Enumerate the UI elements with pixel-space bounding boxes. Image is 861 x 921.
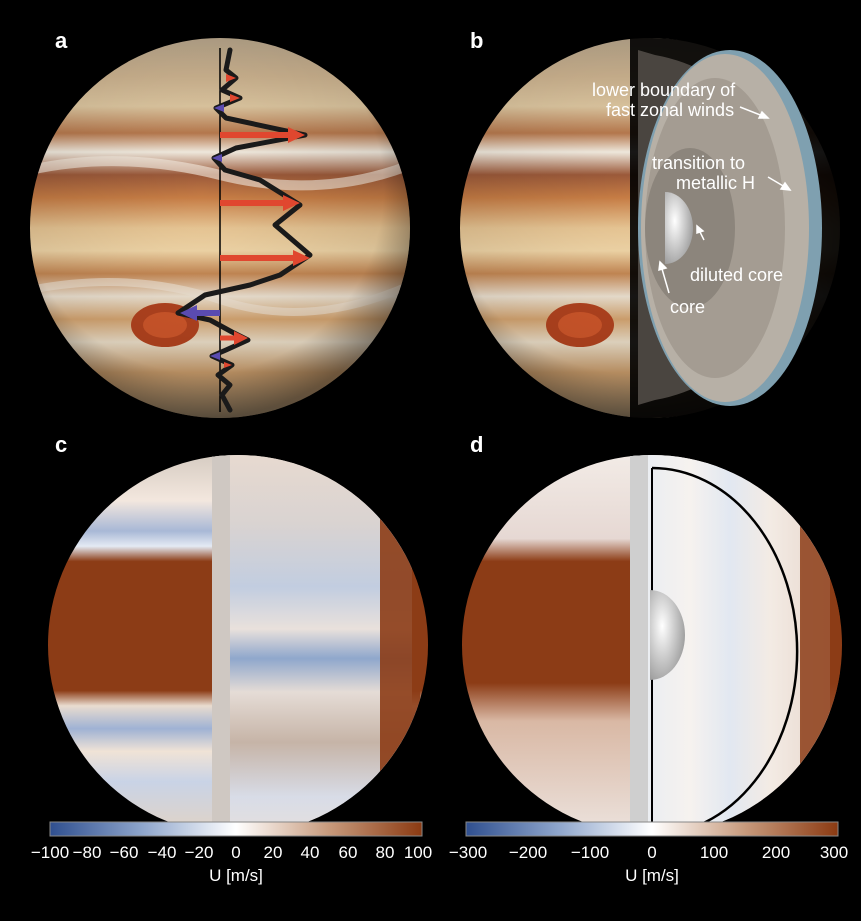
- panel-b-arrows: [658, 106, 792, 294]
- lower-boundary-line-1: lower boundary of: [592, 80, 736, 100]
- cb-left-tick: −20: [184, 843, 214, 862]
- cb-left-tick: −40: [147, 843, 177, 862]
- cb-left-tick: 40: [300, 843, 320, 862]
- panel-label-b: b: [470, 28, 484, 53]
- cb-right-tick: 300: [819, 843, 849, 862]
- cb-right-tick: 100: [699, 843, 729, 862]
- panel-c-cutaway: [212, 455, 412, 835]
- panel-label-d: d: [470, 432, 484, 457]
- cb-left-title: U [m/s]: [209, 866, 263, 885]
- cb-left-tick: 100: [403, 843, 433, 862]
- cb-left-tick: −80: [72, 843, 102, 862]
- transition-label: transition to metallic H: [652, 153, 755, 193]
- cb-right-tick: −100: [570, 843, 610, 862]
- lower-boundary-label: lower boundary of fast zonal winds: [592, 80, 735, 120]
- core-label: core: [670, 297, 706, 317]
- panel-label-a: a: [55, 28, 68, 53]
- panel-a-globe: [30, 38, 410, 418]
- colorbar-left-gradient: [49, 821, 423, 837]
- transition-line-1: transition to: [652, 153, 746, 173]
- westward-wind-arrows: [180, 104, 224, 360]
- cb-left-tick: 0: [231, 843, 241, 862]
- cb-left-tick: −100: [30, 843, 70, 862]
- panel-b-globe: [460, 38, 842, 418]
- eastward-wind-arrows: [220, 74, 310, 368]
- panel-label-c: c: [55, 432, 68, 457]
- cb-left-tick: 60: [338, 843, 358, 862]
- inner-core: [650, 590, 685, 680]
- cb-right-tick: 200: [761, 843, 791, 862]
- cb-left-tick: 20: [263, 843, 283, 862]
- solid-core: [665, 192, 693, 264]
- cb-left-tick: −60: [109, 843, 139, 862]
- transition-line-2: metallic H: [676, 173, 756, 193]
- cb-right-tick: 0: [647, 843, 657, 862]
- cb-right-tick: −200: [508, 843, 548, 862]
- panel-c-globe: [48, 455, 428, 835]
- lower-boundary-line-2: fast zonal winds: [606, 100, 735, 120]
- cb-right-tick: −300: [448, 843, 488, 862]
- tangent-cylinder-boundary: [651, 466, 799, 837]
- cb-right-title: U [m/s]: [625, 866, 679, 885]
- cb-left-tick: 80: [375, 843, 395, 862]
- panel-d-globe: [462, 455, 842, 837]
- diluted-core-label: diluted core: [690, 265, 784, 285]
- colorbar-right-gradient: [465, 821, 839, 837]
